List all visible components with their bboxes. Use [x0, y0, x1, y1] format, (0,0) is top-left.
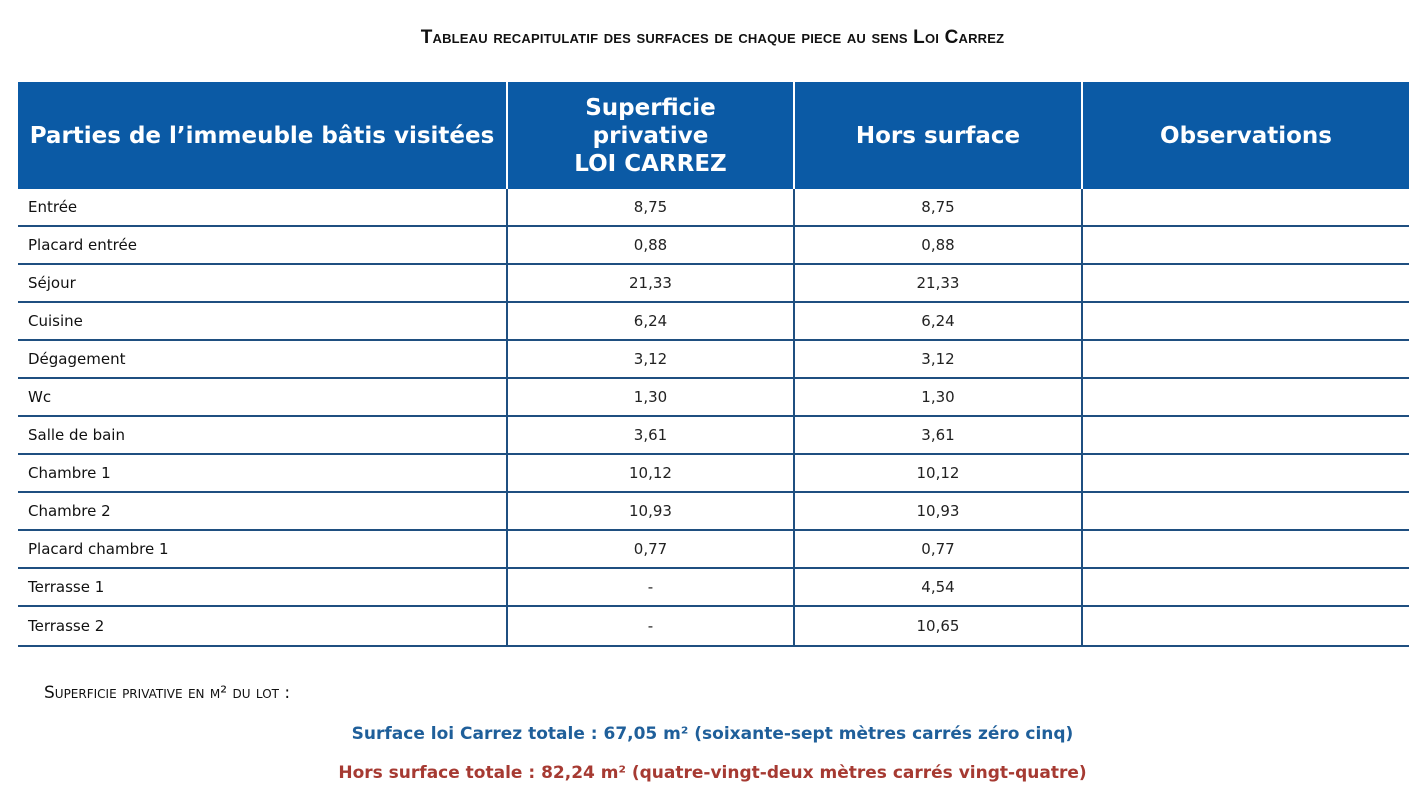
carrez-cell: 0,88 [507, 226, 795, 265]
observations-cell [1082, 416, 1409, 455]
room-cell: Cuisine [18, 302, 508, 341]
table-row: Terrasse 1-4,54 [18, 568, 1409, 607]
table-row: Dégagement 3,12 3,12 [18, 340, 1409, 379]
carrez-cell: - [507, 568, 795, 607]
table-row: Salle de bain 3,61 3,61 [18, 416, 1409, 455]
carrez-cell: 10,12 [507, 454, 795, 493]
page-title: Tableau recapitulatif des surfaces de ch… [420, 27, 1005, 48]
room-cell: Chambre 2 [18, 492, 508, 531]
observations-cell [1082, 492, 1409, 531]
room-cell: Terrasse 1 [18, 568, 508, 607]
header-parties: Parties de l’immeuble bâtis visitées [18, 82, 508, 189]
header-superficie-line1: Superficie [585, 94, 716, 121]
room-cell: Placard chambre 1 [18, 530, 508, 569]
hors-surface-cell: 1,30 [794, 378, 1083, 417]
hors-surface-cell: 10,65 [794, 606, 1083, 647]
header-superficie-line2: privative [592, 122, 709, 149]
observations-cell [1082, 264, 1409, 303]
observations-cell [1082, 378, 1409, 417]
room-cell: Chambre 1 [18, 454, 508, 493]
table-row: Séjour 21,33 21,33 [18, 264, 1409, 303]
header-superficie: Superficie privative LOI CARREZ [507, 82, 795, 189]
hors-surface-cell: 6,24 [794, 302, 1083, 341]
room-cell: Placard entrée [18, 226, 508, 265]
hors-surface-cell: 3,12 [794, 340, 1083, 379]
carrez-cell: 3,61 [507, 416, 795, 455]
hors-surface-cell: 10,12 [794, 454, 1083, 493]
carrez-cell: 6,24 [507, 302, 795, 341]
header-hors-surface: Hors surface [794, 82, 1083, 189]
table-row: Cuisine 6,24 6,24 [18, 302, 1409, 341]
observations-cell [1082, 606, 1409, 647]
hors-surface-cell: 8,75 [794, 189, 1083, 227]
summary-label: Superficie privative en m² du lot : [44, 683, 291, 703]
carrez-cell: 3,12 [507, 340, 795, 379]
table-row: Chambre 2 10,93 10,93 [18, 492, 1409, 531]
carrez-cell: 1,30 [507, 378, 795, 417]
hors-surface-cell: 4,54 [794, 568, 1083, 607]
room-cell: Séjour [18, 264, 508, 303]
surfaces-table: Parties de l’immeuble bâtis visitées Sup… [18, 82, 1409, 647]
carrez-cell: 21,33 [507, 264, 795, 303]
carrez-cell: 8,75 [507, 189, 795, 227]
observations-cell [1082, 568, 1409, 607]
room-cell: Terrasse 2 [18, 606, 508, 647]
carrez-total: Surface loi Carrez totale : 67,05 m² (so… [351, 724, 1074, 744]
hors-surface-cell: 21,33 [794, 264, 1083, 303]
header-observations: Observations [1082, 82, 1409, 189]
carrez-cell: 10,93 [507, 492, 795, 531]
hors-surface-cell: 0,88 [794, 226, 1083, 265]
table-row: Placard chambre 1 0,77 0,77 [18, 530, 1409, 569]
room-cell: Wc [18, 378, 508, 417]
hors-surface-total: Hors surface totale : 82,24 m² (quatre-v… [338, 763, 1087, 783]
table-body: Entrée 8,75 8,75 Placard entrée 0,88 0,88 Séjo… [18, 189, 1409, 647]
table-row: Chambre 1 10,12 10,12 [18, 454, 1409, 493]
table-row: Entrée 8,75 8,75 [18, 189, 1409, 227]
hors-surface-cell: 3,61 [794, 416, 1083, 455]
carrez-cell: 0,77 [507, 530, 795, 569]
observations-cell [1082, 226, 1409, 265]
table-row: Terrasse 2-10,65 [18, 606, 1409, 647]
room-cell: Dégagement [18, 340, 508, 379]
carrez-cell: - [507, 606, 795, 647]
observations-cell [1082, 454, 1409, 493]
observations-cell [1082, 302, 1409, 341]
observations-cell [1082, 189, 1409, 227]
table-header-row: Parties de l’immeuble bâtis visitées Sup… [18, 82, 1409, 189]
room-cell: Salle de bain [18, 416, 508, 455]
observations-cell [1082, 340, 1409, 379]
hors-surface-cell: 10,93 [794, 492, 1083, 531]
table-row: Wc 1,30 1,30 [18, 378, 1409, 417]
observations-cell [1082, 530, 1409, 569]
header-superficie-line3: LOI CARREZ [574, 150, 727, 177]
room-cell: Entrée [18, 189, 508, 227]
table-row: Placard entrée 0,88 0,88 [18, 226, 1409, 265]
hors-surface-cell: 0,77 [794, 530, 1083, 569]
